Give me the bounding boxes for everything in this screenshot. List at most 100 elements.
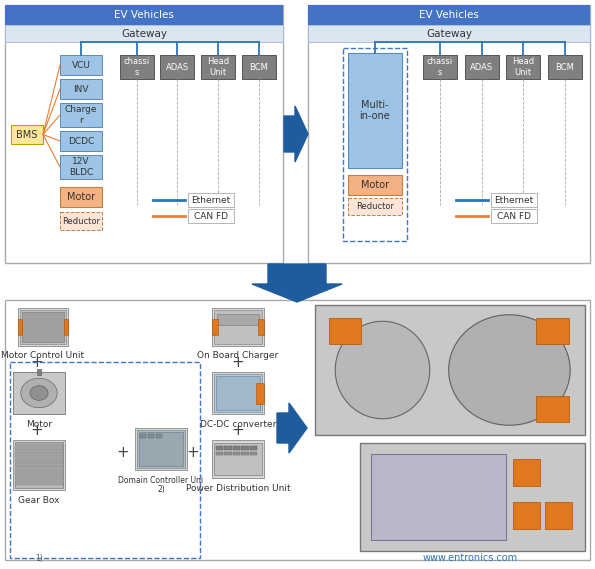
Text: BCM: BCM [249,63,268,72]
Bar [513,459,540,486]
Bar [249,452,257,455]
Bar [139,432,183,466]
Text: 2): 2) [157,484,165,493]
Bar [308,5,590,263]
Bar [60,55,102,75]
Bar [328,318,361,344]
Text: +: + [30,354,43,369]
Bar [15,476,63,485]
Text: Motor: Motor [67,192,95,202]
Ellipse shape [30,386,48,401]
Bar [423,55,457,79]
Bar [214,310,262,344]
Bar [20,310,66,344]
Bar [5,5,283,25]
Polygon shape [277,403,307,453]
Bar [18,319,22,335]
Text: Ethernet: Ethernet [494,196,534,204]
Bar [258,319,264,335]
Bar [241,446,249,450]
Text: ADAS: ADAS [165,63,189,72]
Text: Reductor: Reductor [356,202,394,211]
Text: 1): 1) [35,554,43,563]
Text: ADAS: ADAS [471,63,494,72]
Bar [216,452,223,455]
Bar [13,372,65,414]
Bar [156,434,162,438]
Bar [13,440,65,490]
Bar [15,442,63,488]
Bar [491,193,537,207]
Bar [60,187,102,207]
Bar [212,308,264,346]
Bar [212,372,264,414]
Bar [348,198,402,215]
Bar [148,434,154,438]
Bar [315,305,585,435]
Text: Motor: Motor [26,419,52,428]
Bar [140,434,146,438]
Bar [37,369,41,375]
Bar [216,446,223,450]
Bar [506,55,540,79]
Bar [5,25,283,42]
Bar [60,131,102,151]
Bar [217,314,259,325]
Text: Ethernet: Ethernet [192,196,231,204]
Bar [315,305,585,435]
Ellipse shape [449,315,570,425]
Bar [308,25,590,42]
Bar [233,452,240,455]
Bar [160,55,194,79]
Bar [10,362,200,558]
Text: Domain Controller Uni: Domain Controller Uni [118,476,203,484]
Bar [201,55,235,79]
Bar [64,319,68,335]
Text: 12V
BLDC: 12V BLDC [69,157,93,177]
Text: EV Vehicles: EV Vehicles [114,10,174,20]
Bar [537,396,569,422]
Text: INV: INV [73,85,89,93]
Bar [135,428,187,470]
Bar [308,5,590,25]
Bar [242,55,276,79]
Bar [537,318,569,344]
Bar [212,440,264,478]
Text: BMS: BMS [16,130,37,139]
Bar [343,48,407,241]
Bar [212,319,218,335]
Ellipse shape [21,378,57,408]
Text: chassi
s: chassi s [427,57,453,77]
Bar [5,5,283,263]
Bar [60,103,102,127]
Text: Motor: Motor [361,180,389,190]
Text: Multi-
in-one: Multi- in-one [359,100,390,121]
Text: Head
Unit: Head Unit [207,57,229,77]
Text: DC-DC converter: DC-DC converter [200,419,276,428]
Bar [60,212,102,230]
Ellipse shape [335,321,430,419]
Text: Motor Control Unit: Motor Control Unit [1,351,84,360]
Bar [60,155,102,179]
Bar [13,372,65,414]
Bar [241,452,249,455]
Bar [137,430,185,468]
Text: Gear Box: Gear Box [18,496,60,505]
Text: +: + [117,444,129,460]
Text: CAN FD: CAN FD [194,212,228,221]
Text: +: + [231,423,245,438]
Bar [491,209,537,223]
Bar [18,308,68,346]
Bar [15,444,63,453]
Text: Power Distribution Unit: Power Distribution Unit [186,484,290,493]
Bar [348,175,402,195]
Text: Gateway: Gateway [121,28,167,39]
Bar [11,125,43,144]
Bar [120,55,154,79]
Bar [188,209,234,223]
Bar [214,443,262,475]
Bar [360,443,585,551]
Text: Gateway: Gateway [426,28,472,39]
Bar [216,376,260,410]
Text: DCDC: DCDC [68,137,94,146]
